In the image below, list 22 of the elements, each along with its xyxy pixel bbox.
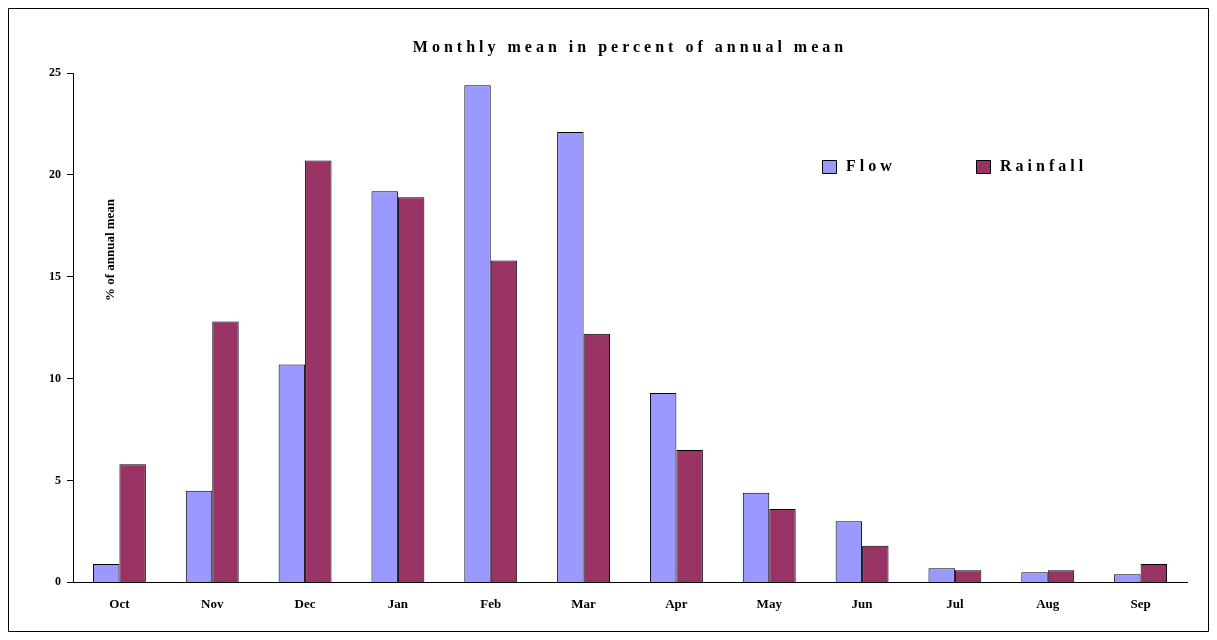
x-tick-label: Jan (387, 595, 409, 611)
x-tick-label: Oct (109, 595, 131, 611)
x-tick-label: Aug (1036, 595, 1060, 611)
x-tick-label: Nov (201, 595, 224, 611)
x-tick-label: Jul (946, 595, 964, 611)
y-tick-label: 20 (49, 166, 61, 181)
y-tick-label: 5 (55, 472, 61, 487)
x-tick-label: May (756, 595, 783, 611)
chart-title: Monthly mean in percent of annual mean (412, 38, 848, 57)
x-tick-label: Jun (851, 595, 874, 611)
legend-label: Flow (846, 157, 896, 175)
y-tick-label: 15 (49, 268, 61, 283)
x-tick-label: Apr (665, 595, 688, 611)
legend-label: Rainfall (1000, 157, 1088, 175)
y-tick-label: 0 (55, 574, 61, 589)
x-tick-label: Sep (1130, 595, 1151, 611)
x-tick-label: Feb (480, 595, 502, 611)
y-axis-title: % of annual mean (102, 198, 118, 302)
x-tick-label: Dec (294, 595, 316, 611)
y-tick-label: 25 (49, 65, 61, 80)
y-tick-label: 10 (49, 370, 61, 385)
x-tick-label: Mar (571, 595, 597, 611)
